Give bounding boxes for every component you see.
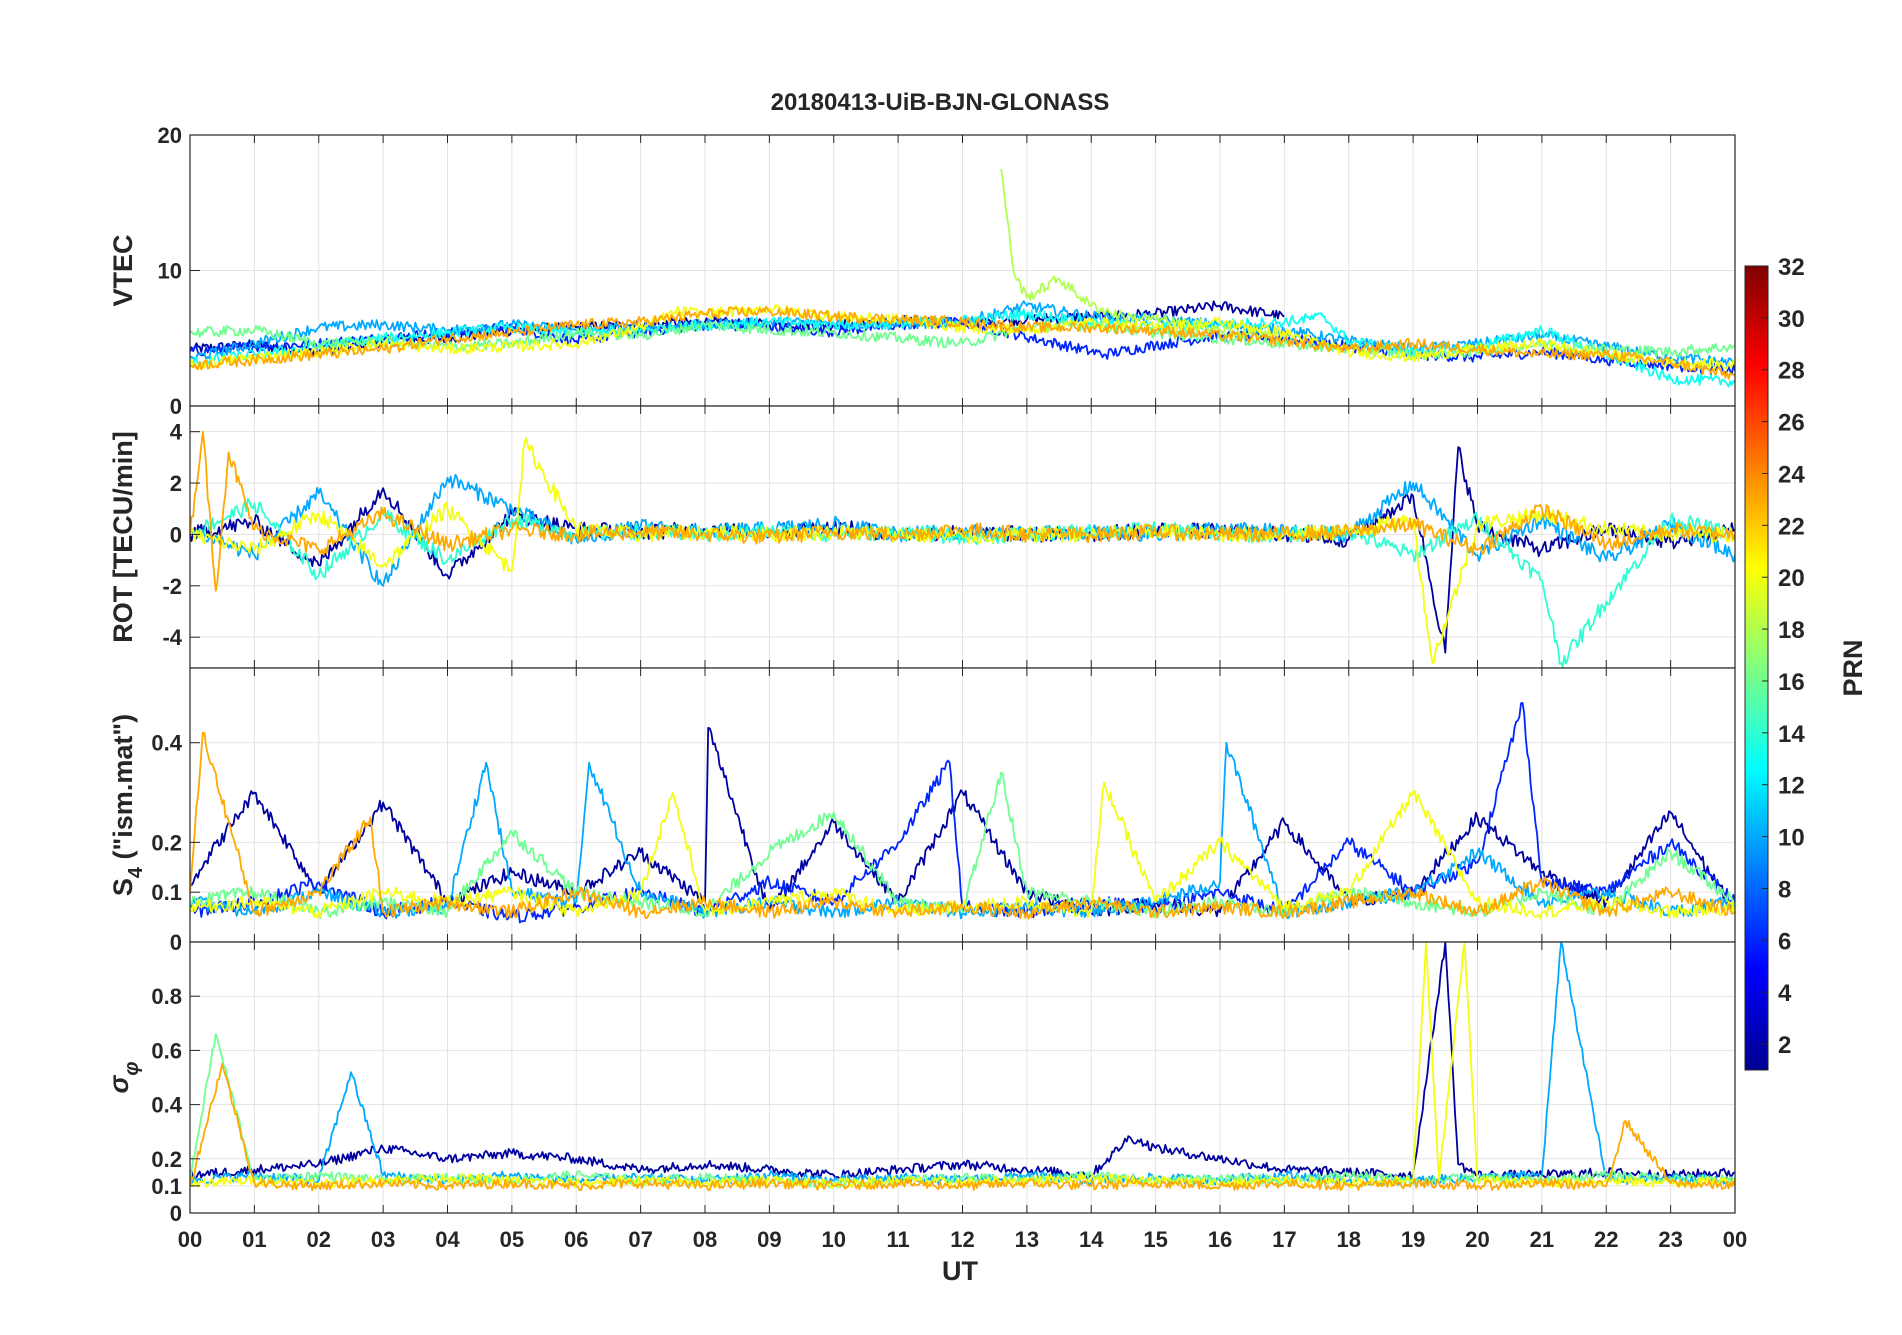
y-axis-label: S4 ("ism.mat") [108,714,147,896]
x-tick-label: 19 [1401,1227,1425,1252]
y-tick-label: 0 [170,394,182,419]
y-tick-label: 10 [158,259,182,284]
series-prn-20 [190,437,1735,664]
panel-2: -4 -2 0 2 4 ROT [TECU/min] [108,405,1736,669]
x-axis-label: UT [942,1256,978,1286]
y-tick-label: -4 [162,625,182,650]
colorbar-tick-label: 8 [1778,876,1791,903]
x-tick-label: 23 [1658,1227,1682,1252]
panel-3: 0 0.1 0.2 0.4S4 ("ism.mat") [108,667,1736,955]
x-tick-label: 12 [950,1227,974,1252]
panel-1: 0 10 20 VTEC [108,123,1736,419]
y-tick-label: 0.8 [151,984,182,1009]
series-group [190,702,1735,924]
series-group [190,942,1735,1192]
y-tick-label: 2 [170,471,182,496]
x-tick-label: 11 [886,1227,909,1252]
colorbar-tick-label: 6 [1778,928,1791,955]
x-tick-label: 09 [757,1227,781,1252]
colorbar-gradient [1744,265,1769,1071]
y-tick-label: 20 [158,123,182,148]
y-tick-label: 4 [170,420,183,445]
y-axis-label: ROT [TECU/min] [108,431,138,642]
x-tick-label: 04 [435,1227,460,1252]
x-tick-label: 22 [1594,1227,1618,1252]
x-tick-label: 15 [1143,1227,1167,1252]
colorbar-label: PRN [1838,639,1868,696]
y-tick-label: 0.2 [151,1147,182,1172]
chart-title: 20180413-UiB-BJN-GLONASS [771,89,1110,116]
colorbar-tick-label: 22 [1778,513,1805,540]
x-tick-label: 08 [693,1227,717,1252]
x-tick-label: 16 [1208,1227,1232,1252]
colorbar-tick-label: 16 [1778,669,1805,696]
y-tick-label: 0.4 [151,1093,182,1118]
y-axis-label: σφ [104,1062,143,1094]
colorbar-tick-label: 30 [1778,306,1805,333]
series-prn-23 [190,731,1735,920]
y-tick-label: 0.4 [151,731,182,756]
series-group [190,168,1735,388]
series-group [190,430,1735,668]
y-axis-label: VTEC [108,234,138,306]
y-tick-label: 0.1 [151,880,182,905]
colorbar-tick-label: 28 [1778,358,1805,385]
y-tick-label: 0.1 [151,1174,182,1199]
x-tick-label: 07 [628,1227,652,1252]
x-tick-label: 20 [1465,1227,1489,1252]
x-tick-label: 03 [371,1227,395,1252]
x-tick-label: 14 [1079,1227,1104,1252]
y-tick-label: 0 [170,930,182,955]
series-prn-20 [190,942,1735,1189]
series-prn-23 [190,305,1735,380]
x-tick-label: 00 [1723,1227,1747,1252]
colorbar-tick-label: 12 [1778,773,1805,800]
colorbar-tick-label: 10 [1778,825,1805,852]
colorbar-tick-label: 14 [1778,721,1805,748]
series-prn-23 [190,1063,1735,1192]
x-tick-label: 05 [500,1227,524,1252]
x-tick-label: 10 [822,1227,846,1252]
colorbar-tick-label: 24 [1778,461,1805,488]
x-tick-label: 06 [564,1227,588,1252]
x-axis: 00 01 02 03 04 05 06 07 08 09 10 11 12 13 14 15 16 17 18 19… [178,1227,1747,1252]
series-prn-23 [190,430,1735,592]
panel-4: 00.10.2 0.4 0.6 0.8 σφ [104,941,1736,1226]
x-tick-label: 18 [1337,1227,1361,1252]
colorbar-tick-label: 4 [1778,980,1792,1007]
y-tick-label: 0.6 [151,1038,182,1063]
x-tick-label: 17 [1272,1227,1296,1252]
x-tick-label: 13 [1015,1227,1039,1252]
colorbar-tick-label: 20 [1778,565,1805,592]
colorbar-tick-label: 26 [1778,410,1805,437]
x-tick-label: 21 [1530,1227,1554,1252]
colorbar-tick-label: 18 [1778,617,1805,644]
y-tick-label: 0 [170,522,182,547]
x-tick-label: 00 [178,1227,202,1252]
colorbar-tick-label: 32 [1778,254,1805,281]
y-tick-label: -2 [162,574,182,599]
y-tick-label: 0.2 [151,830,182,855]
colorbar-tick-label: 2 [1778,1032,1791,1059]
x-tick-label: 02 [307,1227,331,1252]
x-tick-label: 01 [242,1227,266,1252]
y-tick-label: 0 [170,1201,182,1226]
